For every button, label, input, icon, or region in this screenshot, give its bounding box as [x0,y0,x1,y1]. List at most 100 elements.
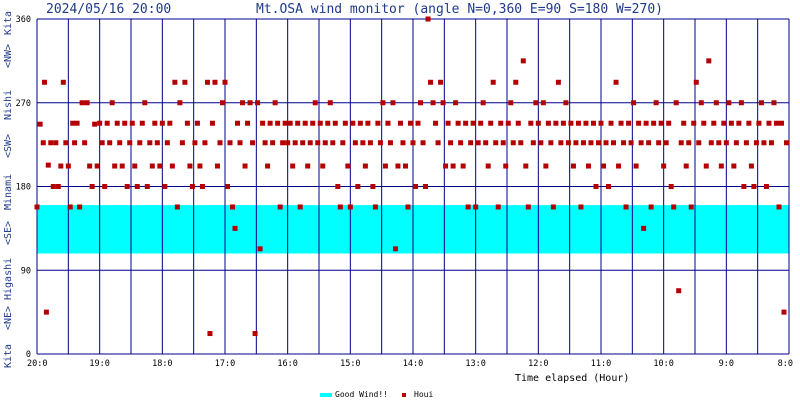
houi-point [523,163,529,169]
houi-point [743,140,749,146]
houi-point [345,163,351,169]
houi-point [468,140,474,146]
houi-point [480,100,486,106]
houi-point [300,140,306,146]
houi-point [154,140,160,146]
houi-point [658,120,664,126]
houi-point [357,120,363,126]
houi-point [570,163,576,169]
houi-point [413,184,419,189]
houi-point [262,140,268,146]
houi-point [182,79,188,85]
y-tick-label: 270 [16,99,31,109]
houi-point [611,140,617,146]
houi-point [207,331,213,337]
houi-point [347,204,353,210]
houi-point [686,140,692,146]
houi-point [508,100,514,106]
x-tick-labels: 20:0 19:0 18:0 17:0 16:0 15:0 14:0 13:0 12:0 11:0… [27,359,793,369]
houi-point [718,163,724,169]
x-tick-label: 17:0 [215,359,235,369]
houi-point [74,120,80,126]
houi-point [771,100,777,106]
houi-point [601,163,607,169]
houi-point [397,120,403,126]
houi-point [405,204,411,210]
houi-point [746,120,752,126]
houi-point [43,309,49,315]
y-axis-label-part: <NW> [3,44,14,68]
houi-point [167,120,173,126]
houi-point [367,140,373,146]
houi-point [505,120,511,126]
houi-point [728,120,734,126]
houi-point [172,79,178,85]
houi-point [250,140,256,146]
houi-point [583,120,589,126]
houi-point [410,140,416,146]
houi-point [435,140,441,146]
houi-point [247,100,253,106]
houi-point [390,100,396,106]
y-axis-label-part: <SE> [3,221,14,245]
houi-point [37,121,43,127]
houi-point [187,163,193,169]
houi-point [721,120,727,126]
houi-point [563,100,569,106]
x-axis-label: Time elapsed (Hour) [515,373,629,384]
houi-point [104,120,110,126]
houi-point [676,288,682,294]
houi-point [475,140,481,146]
houi-point [385,120,391,126]
houi-point [152,120,158,126]
houi-point [40,140,46,146]
houi-point [598,120,604,126]
houi-point [219,100,225,106]
houi-point [129,120,135,126]
houi-point [691,120,697,126]
houi-point [382,163,388,169]
houi-point [295,120,301,126]
houi-point [109,100,115,106]
x-tick-label: 11:0 [591,359,611,369]
houi-point [703,163,709,169]
houi-point [711,120,717,126]
houi-point [89,184,95,189]
houi-point [485,163,491,169]
houi-point [696,140,702,146]
x-tick-label: 14:0 [403,359,423,369]
houi-point [387,140,393,146]
houi-point [473,204,479,210]
houi-point [558,140,564,146]
houi-point [302,120,308,126]
houi-point [555,79,561,85]
houi-point [127,140,133,146]
houi-point [678,140,684,146]
houi-point [540,100,546,106]
houi-point [312,100,318,106]
houi-point [663,140,669,146]
houi-point [50,184,56,189]
houi-point [87,163,93,169]
houi-point [124,184,130,189]
y-axis-label-part: <SW> [3,134,14,158]
houi-point [305,163,311,169]
houi-point [77,204,83,210]
houi-point [164,140,170,146]
houi-point [317,120,323,126]
houi-point [671,204,677,210]
houi-point [448,140,454,146]
houi-point [270,140,276,146]
y-tick-label: 90 [21,266,31,276]
houi-point [169,163,175,169]
houi-point [265,163,271,169]
points-layer [34,16,789,337]
houi-point [543,163,549,169]
houi-point [693,79,699,85]
houi-point [590,120,596,126]
houi-point [240,100,246,106]
houi-point [97,120,103,126]
houi-point [58,163,64,169]
legend-good-wind-swatch [320,393,332,397]
